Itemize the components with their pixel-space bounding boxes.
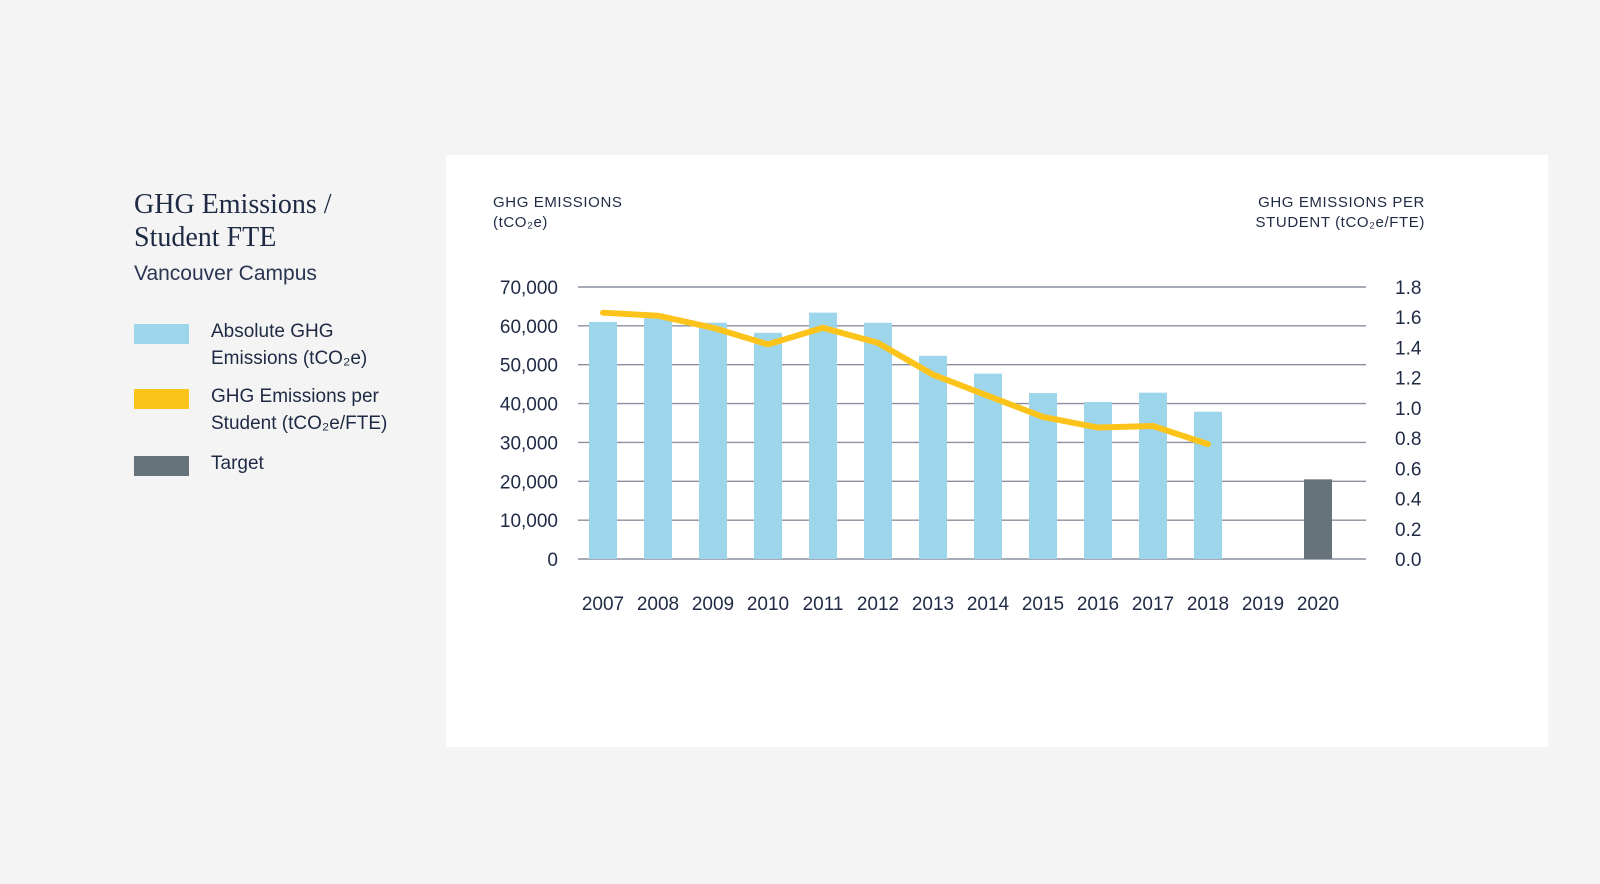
left-axis-title-line2: (tCO₂e): [493, 214, 549, 231]
left-tick-label: 20,000: [500, 472, 558, 493]
right-tick-label: 0.0: [1395, 550, 1421, 571]
title-line-2: Student FTE: [134, 222, 277, 253]
legend-swatch-per-student: [134, 389, 189, 409]
right-tick-label: 1.8: [1395, 278, 1421, 299]
legend-label-absolute-line1: Absolute GHG: [211, 321, 334, 342]
left-axis-title-line1: GHG EMISSIONS: [493, 194, 623, 211]
x-tick-label: 2011: [803, 594, 844, 615]
legend-label-target: Target: [211, 453, 264, 474]
emissions-bar: [974, 373, 1002, 559]
legend-label-per-student-line2: Student (tCO₂e/FTE): [211, 413, 388, 434]
x-tick-label: 2012: [857, 594, 899, 615]
x-tick-label: 2018: [1187, 594, 1229, 615]
title-line-1: GHG Emissions /: [134, 189, 332, 220]
right-tick-label: 0.4: [1395, 490, 1422, 511]
emissions-bar: [699, 322, 727, 559]
legend-label-absolute: Absolute GHG Emissions (tCO₂e): [211, 318, 367, 372]
page-subtitle: Vancouver Campus: [134, 262, 317, 285]
left-tick-label: 50,000: [500, 356, 558, 377]
x-tick-label: 2015: [1022, 594, 1064, 615]
right-tick-label: 1.2: [1395, 369, 1421, 390]
right-axis-title-line1: GHG EMISSIONS PER: [1258, 194, 1425, 211]
x-tick-label: 2019: [1242, 594, 1284, 615]
emissions-bar: [809, 312, 837, 559]
emissions-bar: [589, 321, 617, 559]
right-tick-label: 1.4: [1395, 338, 1422, 359]
emissions-bar: [919, 355, 947, 559]
right-tick-label: 1.0: [1395, 399, 1421, 420]
x-tick-label: 2017: [1132, 594, 1174, 615]
x-tick-label: 2014: [967, 594, 1010, 615]
right-tick-label: 0.2: [1395, 520, 1421, 541]
x-tick-label: 2008: [637, 594, 679, 615]
left-tick-label: 10,000: [500, 511, 558, 532]
legend-label-per-student-line1: GHG Emissions per: [211, 386, 379, 407]
target-bar: [1304, 479, 1332, 559]
emissions-bar: [864, 322, 892, 559]
right-tick-label: 1.6: [1395, 308, 1421, 329]
x-tick-label: 2009: [692, 594, 734, 615]
x-tick-label: 2016: [1077, 594, 1119, 615]
right-tick-label: 0.6: [1395, 459, 1421, 480]
left-tick-label: 0: [547, 550, 558, 571]
legend-label-per-student: GHG Emissions per Student (tCO₂e/FTE): [211, 383, 387, 437]
emissions-bar: [644, 318, 672, 559]
right-axis-title-line2: STUDENT (tCO₂e/FTE): [1255, 214, 1425, 231]
x-tick-label: 2007: [582, 594, 624, 615]
left-tick-label: 60,000: [500, 317, 558, 338]
left-tick-label: 30,000: [500, 433, 558, 454]
x-tick-label: 2020: [1297, 594, 1339, 615]
emissions-bar: [754, 332, 782, 559]
page-title: GHG Emissions / Student FTE: [134, 188, 414, 254]
left-tick-label: 40,000: [500, 395, 558, 416]
legend-swatch-absolute: [134, 324, 189, 344]
left-axis-title: GHG EMISSIONS (tCO₂e): [493, 193, 623, 233]
emissions-bar: [1139, 392, 1167, 559]
x-tick-label: 2013: [912, 594, 954, 615]
x-tick-label: 2010: [747, 594, 789, 615]
left-tick-label: 70,000: [500, 278, 558, 299]
legend-swatch-target: [134, 456, 189, 476]
per-student-line: [600, 309, 1211, 448]
right-axis-title: GHG EMISSIONS PER STUDENT (tCO₂e/FTE): [1256, 193, 1425, 233]
emissions-bar: [1194, 411, 1222, 559]
legend-label-absolute-line2: Emissions (tCO₂e): [211, 348, 368, 369]
right-tick-label: 0.8: [1395, 429, 1421, 450]
